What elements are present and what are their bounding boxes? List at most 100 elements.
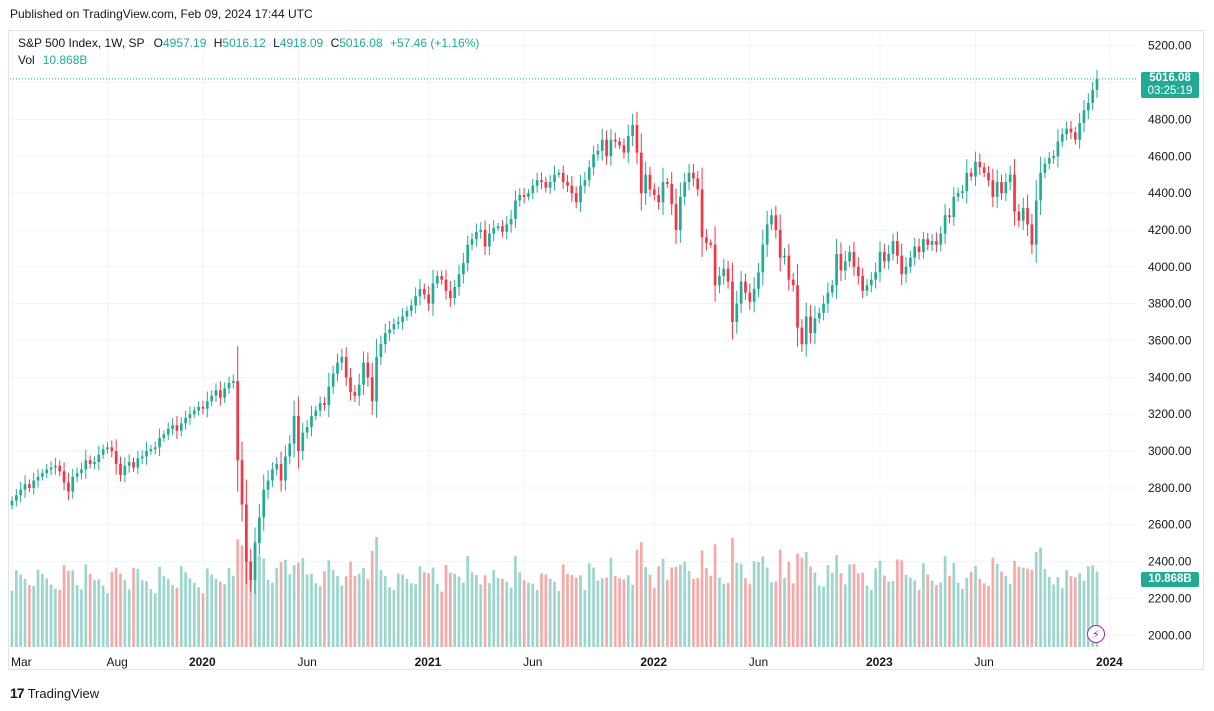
candle-body bbox=[574, 193, 578, 203]
volume-bar bbox=[392, 589, 396, 647]
price-tick-label: 2800.00 bbox=[1148, 481, 1192, 495]
volume-bar bbox=[431, 567, 435, 647]
volume-bar bbox=[197, 587, 200, 647]
volume-bar bbox=[961, 588, 964, 647]
candle-body bbox=[1056, 141, 1060, 157]
candle-body bbox=[948, 215, 951, 218]
volume-bar bbox=[357, 573, 361, 647]
volume-bar bbox=[28, 585, 31, 647]
candle-body bbox=[913, 246, 917, 258]
candle-body bbox=[943, 215, 947, 234]
candle-body bbox=[843, 261, 847, 271]
candle-body bbox=[253, 543, 257, 580]
candle-body bbox=[97, 454, 101, 463]
price-tick-label: 2200.00 bbox=[1148, 591, 1192, 605]
volume-bar bbox=[501, 578, 504, 647]
volume-bar bbox=[271, 582, 274, 647]
volume-bar bbox=[223, 584, 227, 647]
volume-bar bbox=[644, 567, 647, 647]
volume-bar bbox=[336, 576, 339, 647]
volume-bar bbox=[258, 555, 261, 647]
volume-bar bbox=[375, 537, 378, 647]
volume-bar bbox=[153, 593, 157, 647]
volume-bar bbox=[574, 577, 578, 647]
candle-body bbox=[1017, 211, 1021, 221]
volume-bar bbox=[683, 561, 687, 647]
volume-bar bbox=[414, 584, 417, 647]
candle-body bbox=[752, 288, 756, 302]
candle-body bbox=[475, 231, 478, 240]
volume-bar bbox=[835, 555, 838, 647]
volume-bar bbox=[639, 542, 643, 647]
volume-bar bbox=[36, 569, 40, 647]
volume-bar bbox=[713, 544, 717, 647]
volume-bar bbox=[297, 562, 300, 647]
candle-body bbox=[891, 241, 895, 254]
price-tick-label: 4600.00 bbox=[1148, 149, 1192, 163]
volume-bar bbox=[462, 582, 465, 647]
volume-bar bbox=[192, 582, 196, 647]
volume-bar bbox=[796, 553, 799, 647]
volume-bar bbox=[548, 578, 552, 647]
candle-body bbox=[240, 460, 244, 505]
candle-body bbox=[36, 476, 40, 481]
volume-bar bbox=[909, 577, 912, 647]
candle-body bbox=[266, 480, 270, 490]
volume-bar bbox=[1047, 576, 1051, 647]
candle-body bbox=[613, 139, 617, 142]
candle-body bbox=[344, 357, 348, 378]
candle-body bbox=[852, 252, 856, 267]
volume-bar bbox=[865, 585, 869, 647]
price-tick-label: 3000.00 bbox=[1148, 444, 1192, 458]
candle-body bbox=[453, 287, 457, 299]
candle-body bbox=[540, 180, 543, 183]
candle-body bbox=[314, 410, 318, 417]
volume-bar bbox=[388, 587, 391, 647]
candle-body bbox=[878, 252, 882, 273]
volume-bar bbox=[349, 561, 352, 647]
candle-body bbox=[19, 489, 23, 496]
volume-bar bbox=[631, 584, 634, 647]
candle-body bbox=[488, 233, 491, 247]
candle-body bbox=[548, 182, 552, 188]
time-tick-label: Aug bbox=[106, 655, 127, 669]
candle-body bbox=[396, 322, 400, 324]
volume-bar bbox=[166, 578, 170, 647]
volume-bar bbox=[505, 581, 509, 647]
candle-body bbox=[1008, 174, 1012, 183]
volume-bar bbox=[731, 537, 734, 647]
volume-bar bbox=[826, 565, 830, 647]
candle-body bbox=[418, 288, 422, 297]
candle-body bbox=[132, 462, 135, 468]
candle-body bbox=[496, 226, 500, 229]
price-axis: 5200.005000.004800.004600.004400.004200.… bbox=[1148, 39, 1192, 643]
volume-bar bbox=[861, 572, 864, 647]
volume-bar bbox=[470, 572, 474, 647]
volume-bar bbox=[852, 563, 856, 647]
lightning-icon[interactable]: ⚡ bbox=[1087, 625, 1105, 643]
volume-bar bbox=[1060, 588, 1064, 647]
candle-body bbox=[479, 229, 483, 232]
volume-bar bbox=[132, 567, 135, 647]
volume-bar bbox=[778, 549, 782, 647]
volume-tag: 10.868B bbox=[1141, 572, 1199, 587]
volume-bar bbox=[448, 572, 452, 647]
volume-tag-value: 10.868B bbox=[1148, 573, 1192, 585]
candle-body bbox=[800, 327, 804, 345]
volume-bar bbox=[175, 587, 179, 647]
candle-body bbox=[674, 204, 678, 230]
candle-body bbox=[909, 257, 912, 267]
volume-bar bbox=[522, 580, 526, 647]
candle-body bbox=[301, 432, 305, 452]
volume-bar bbox=[101, 585, 105, 647]
volume-bar bbox=[240, 545, 244, 647]
candle-body bbox=[218, 390, 222, 398]
candle-body bbox=[644, 174, 647, 194]
candle-body bbox=[869, 279, 873, 286]
candle-body bbox=[271, 469, 274, 481]
volume-bar bbox=[488, 583, 491, 647]
last-price-value: 5016.08 bbox=[1149, 71, 1191, 84]
candle-body bbox=[553, 174, 556, 183]
candle-body bbox=[830, 285, 834, 293]
